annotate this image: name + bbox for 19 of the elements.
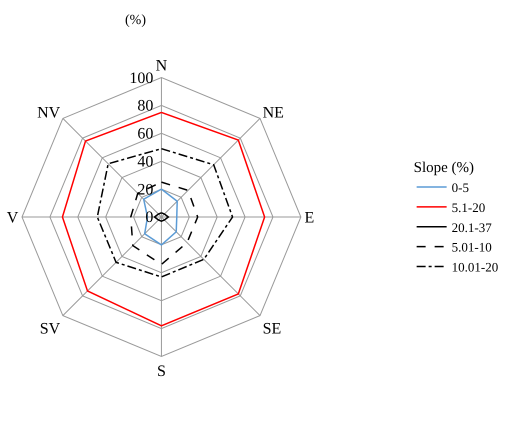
legend-label: 5.1-20 bbox=[452, 200, 486, 215]
spoke-label: E bbox=[304, 210, 314, 227]
y-tick-label: 60 bbox=[137, 126, 154, 143]
spoke-label: N bbox=[156, 58, 168, 75]
legend-label: 20.1-37 bbox=[452, 220, 492, 235]
spoke-label: S bbox=[156, 363, 166, 380]
legend-label: 10.01-20 bbox=[452, 260, 498, 275]
spoke-label: NV bbox=[37, 104, 61, 122]
y-tick-label: 100 bbox=[129, 70, 154, 87]
y-tick-label: 40 bbox=[137, 153, 154, 170]
text: (%) bbox=[125, 13, 146, 28]
spoke-label: SE bbox=[262, 320, 282, 338]
spoke-label: V bbox=[6, 210, 19, 227]
y-tick-label: 80 bbox=[137, 98, 154, 115]
spoke-label: SV bbox=[40, 320, 61, 338]
legend-title: Slope (%) bbox=[414, 160, 474, 176]
legend-label: 0-5 bbox=[452, 180, 469, 196]
spoke-label: NE bbox=[262, 104, 284, 122]
legend-label: 5.01-10 bbox=[452, 240, 492, 255]
